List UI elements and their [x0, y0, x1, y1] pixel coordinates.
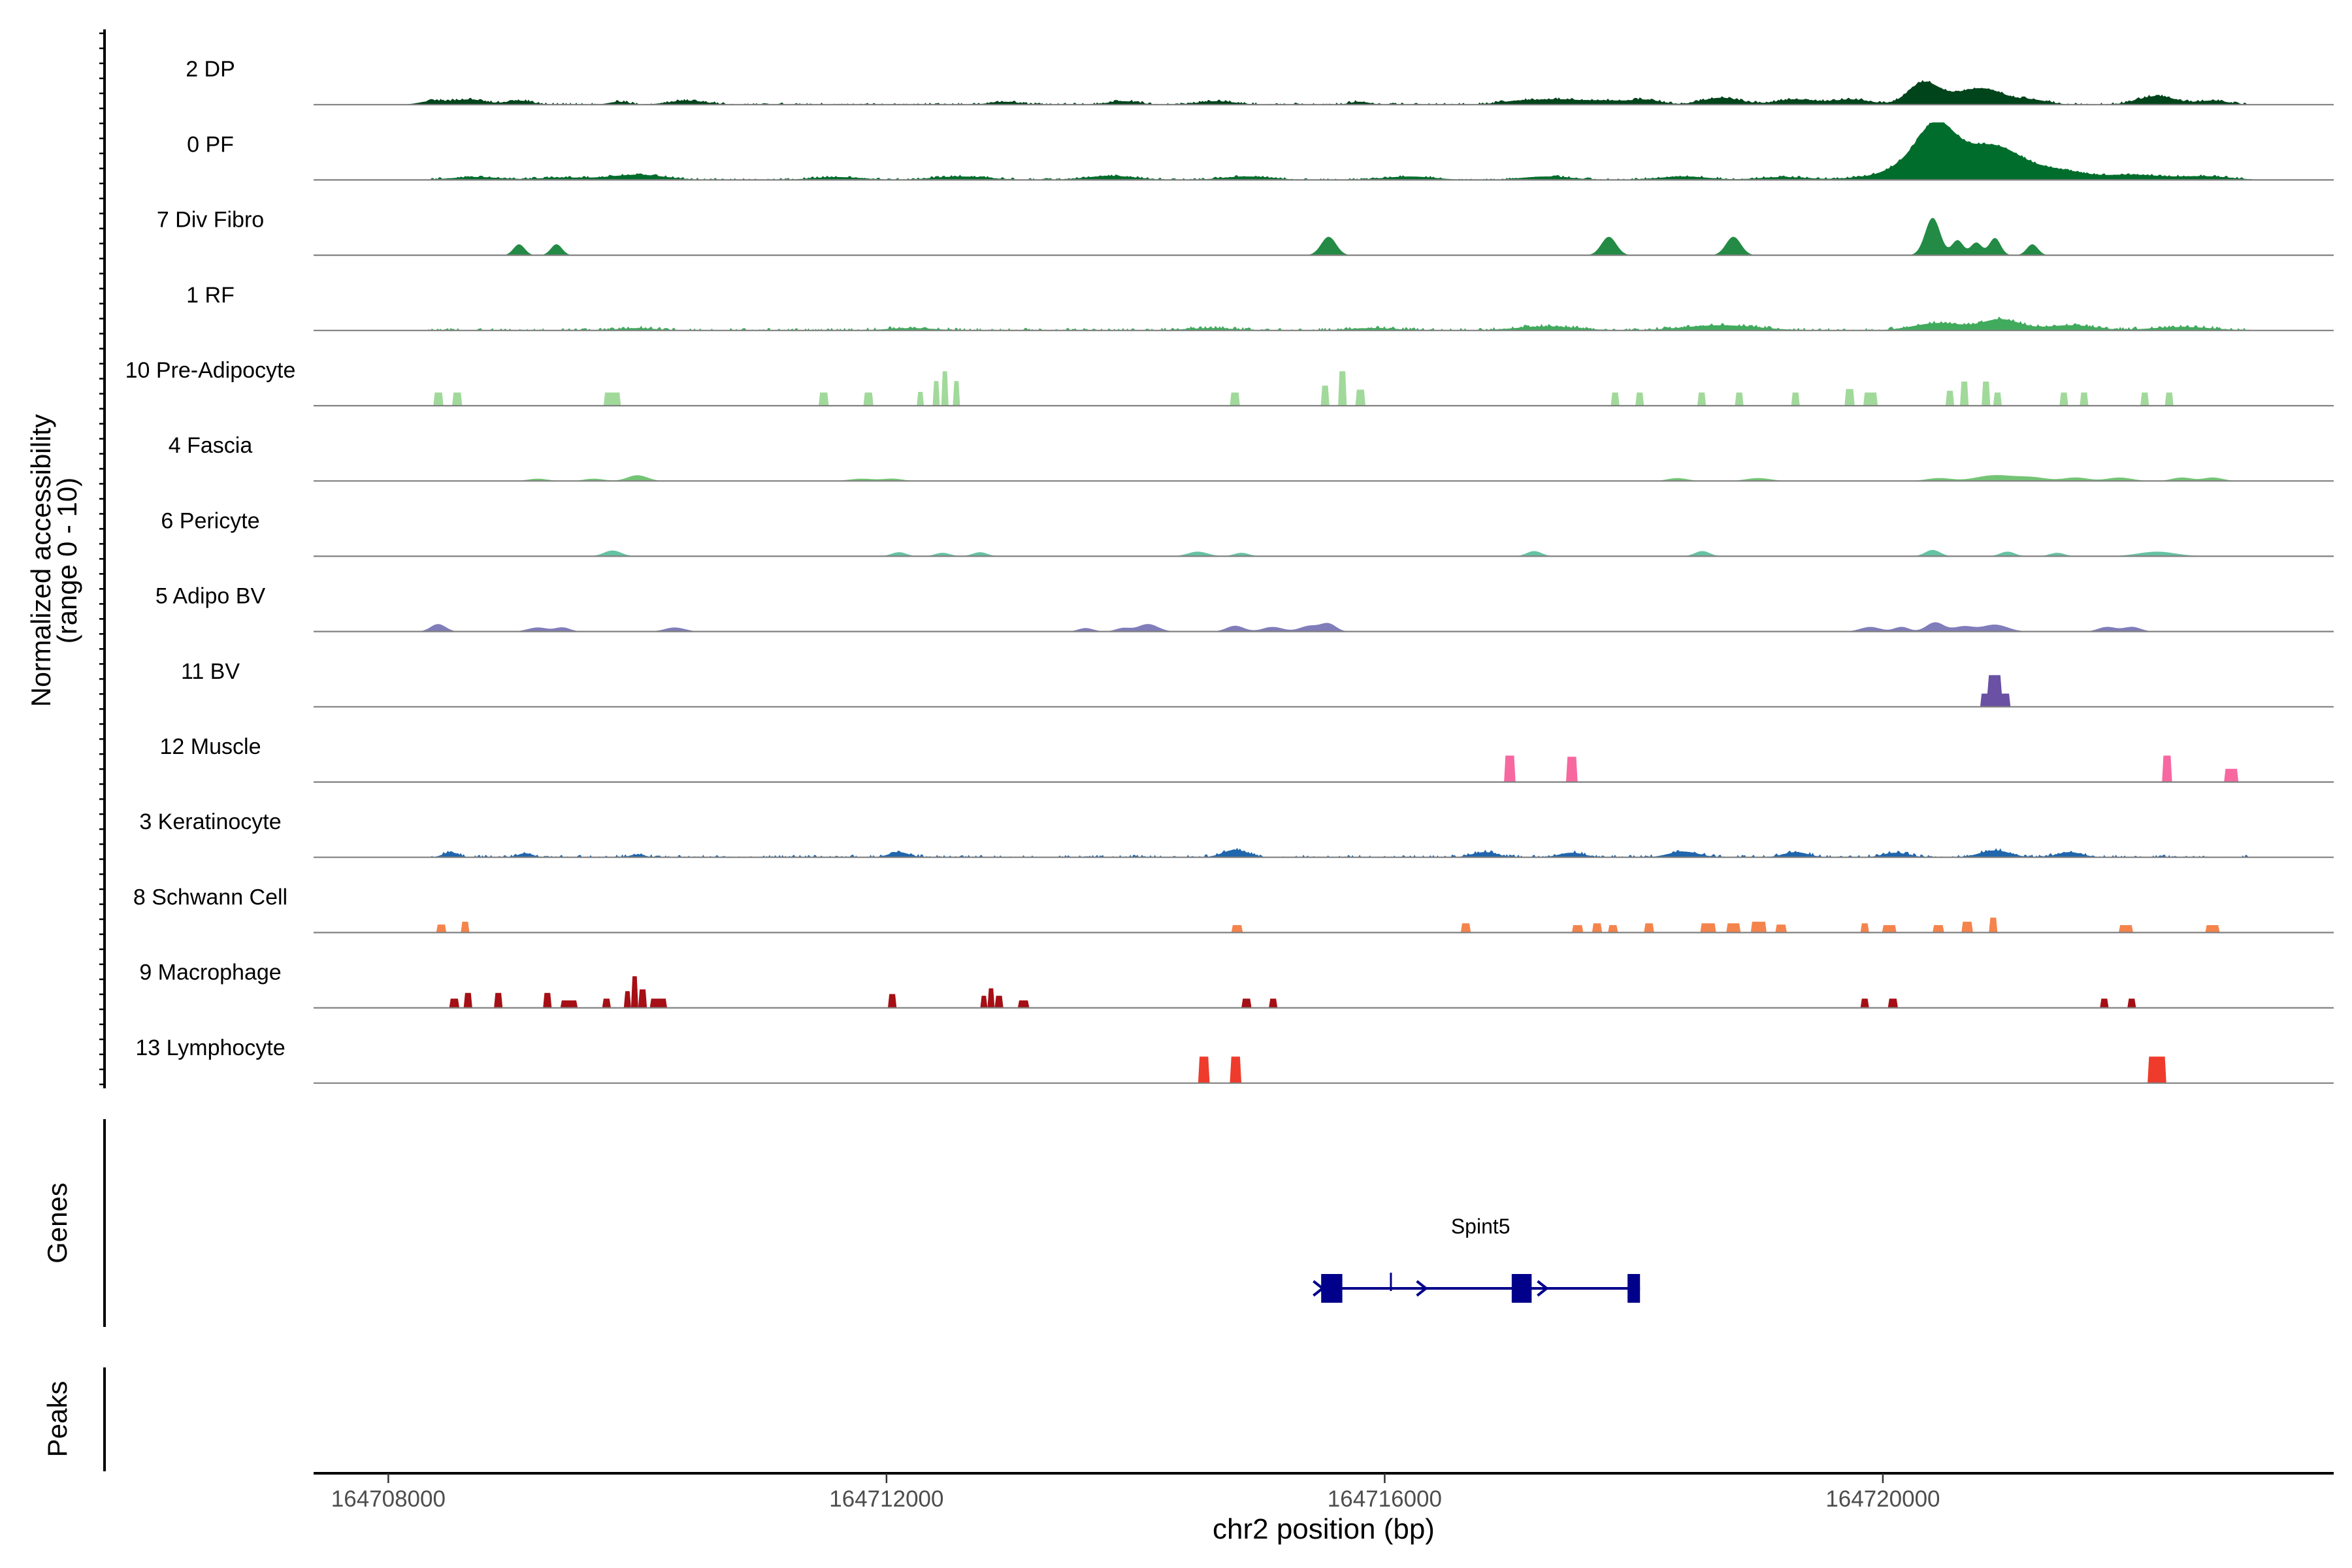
track-4-fascia: 4 Fascia	[169, 433, 2334, 482]
track-label: 13 Lymphocyte	[135, 1036, 285, 1060]
x-axis-title: chr2 position (bp)	[1213, 1513, 1435, 1545]
track-11-bv: 11 BV	[181, 659, 2334, 708]
track-2-dp: 2 DP	[186, 57, 2334, 106]
track-area	[314, 218, 2334, 255]
peaks-panel-label: Peaks	[42, 1381, 73, 1458]
x-axis-tick-label: 164712000	[829, 1486, 943, 1512]
track-area	[314, 122, 2334, 180]
track-label: 10 Pre-Adipocyte	[125, 358, 296, 383]
track-area	[314, 622, 2334, 632]
track-label: 8 Schwann Cell	[133, 885, 287, 909]
track-label: 3 Keratinocyte	[139, 809, 281, 834]
accessibility-tracks: 2 DP 0 PF 7 Div Fibro 1 RF 10 Pre-Adipocyte 4…	[125, 57, 2334, 1084]
track-label: 2 DP	[186, 57, 235, 82]
track-label: 1 RF	[186, 283, 235, 308]
x-axis-tick-label: 164720000	[1825, 1486, 1940, 1512]
track-3-keratinocyte: 3 Keratinocyte	[139, 809, 2334, 858]
track-label: 9 Macrophage	[139, 960, 281, 985]
track-label: 6 Pericyte	[161, 508, 259, 533]
x-axis: 164708000 164712000 164716000 164720000	[331, 1473, 1940, 1512]
gene-name: Spint5	[1451, 1215, 1511, 1238]
track-8-schwann-cell: 8 Schwann Cell	[133, 885, 2334, 934]
track-label: 4 Fascia	[169, 433, 253, 458]
track-10-pre-adipocyte: 10 Pre-Adipocyte	[125, 358, 2334, 407]
genes-panel-label: Genes	[42, 1183, 73, 1264]
track-label: 11 BV	[181, 659, 240, 684]
track-label: 5 Adipo BV	[155, 584, 266, 609]
track-0-pf: 0 PF	[187, 122, 2334, 181]
track-area	[314, 847, 2334, 858]
track-6-pericyte: 6 Pericyte	[161, 508, 2334, 557]
track-5-adipo-bv: 5 Adipo BV	[155, 584, 2334, 632]
x-axis-tick-label: 164708000	[331, 1486, 446, 1512]
track-area	[314, 316, 2334, 331]
gene-exon	[1627, 1274, 1641, 1303]
track-area	[314, 80, 2334, 105]
track-7-div-fibro: 7 Div Fibro	[157, 208, 2334, 256]
gene-strand-arrow	[1416, 1280, 1428, 1297]
track-12-muscle: 12 Muscle	[160, 734, 2334, 783]
track-area	[314, 917, 2334, 933]
track-label: 0 PF	[187, 132, 234, 157]
track-area	[314, 371, 2334, 406]
track-label: 12 Muscle	[160, 734, 261, 759]
gene-strand-arrow	[1313, 1280, 1325, 1297]
track-13-lymphocyte: 13 Lymphocyte	[135, 1036, 2334, 1084]
x-axis-tick-label: 164716000	[1328, 1486, 1442, 1512]
track-area	[314, 976, 2334, 1008]
gene-strand-arrow	[1537, 1280, 1549, 1297]
track-label: 7 Div Fibro	[157, 208, 264, 233]
track-9-macrophage: 9 Macrophage	[139, 960, 2334, 1009]
gene-model-spint5: Spint5	[1313, 1215, 1641, 1303]
gene-exon	[1511, 1274, 1532, 1303]
y-axis-title-line2: (range 0 - 10)	[52, 478, 82, 644]
track-1-rf: 1 RF	[186, 283, 2334, 331]
y-axis	[99, 29, 106, 1088]
y-axis-title-line1: Normalized accessibility	[25, 414, 56, 707]
